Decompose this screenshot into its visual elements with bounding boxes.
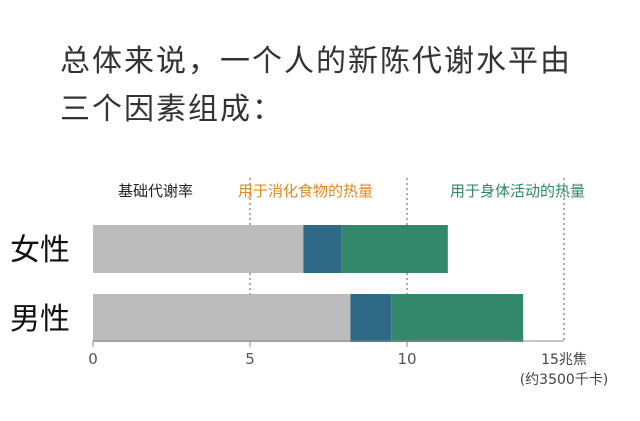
x-end-sublabel: (约3500千卡) (520, 372, 609, 388)
legend-label: 基础代谢率 (118, 182, 193, 200)
bar-segment (303, 225, 342, 273)
title-line-1: 总体来说，一个人的新陈代谢水平由 (60, 44, 572, 79)
bar-segment (93, 294, 351, 342)
bar-segment (93, 225, 304, 273)
legend-label: 用于身体活动的热量 (450, 182, 585, 200)
bar-segment (341, 225, 448, 273)
category-label: 男性 (10, 302, 70, 337)
category-label: 女性 (10, 233, 70, 268)
legend-label: 用于消化食物的热量 (238, 182, 373, 200)
title-line-2: 三个因素组成： (60, 92, 284, 127)
x-tick-label: 0 (88, 350, 98, 368)
x-tick-label: 10 (397, 350, 416, 368)
bar-segment (350, 294, 392, 342)
bar-segment (391, 294, 524, 342)
x-end-label: 15兆焦 (541, 352, 587, 368)
x-tick-label: 5 (245, 350, 255, 368)
